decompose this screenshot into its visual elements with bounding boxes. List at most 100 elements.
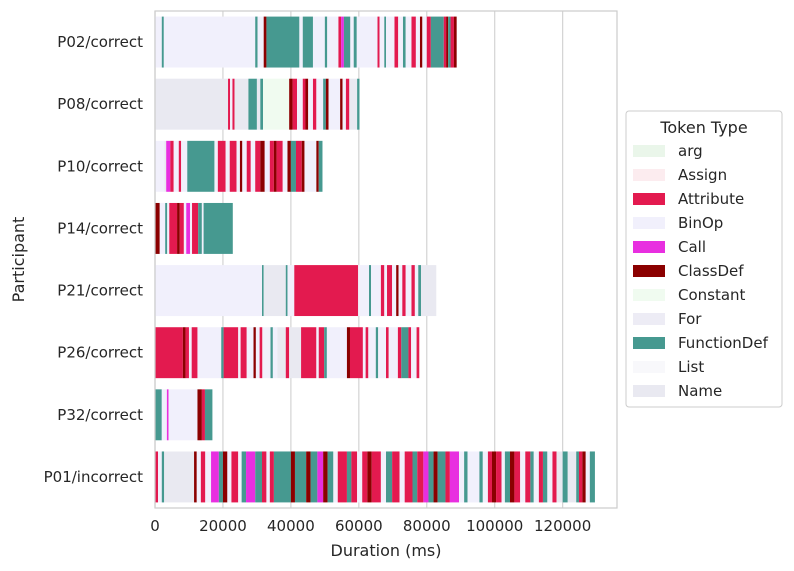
segment-functiondef	[530, 451, 534, 503]
segment-binop	[188, 327, 192, 379]
segment-attribute	[392, 451, 400, 503]
segment-functiondef	[323, 78, 326, 130]
legend-swatch	[633, 385, 665, 397]
segment-binop	[398, 16, 403, 68]
segment-attribute	[337, 451, 347, 503]
segment-functiondef	[402, 16, 406, 68]
segment-call	[423, 451, 429, 503]
segment-binop	[201, 202, 204, 254]
segment-attribute	[232, 78, 235, 130]
bar-row-P32-correct	[155, 389, 213, 441]
legend-item-for: For	[633, 310, 702, 328]
segment-binop	[326, 327, 347, 379]
segment-name	[164, 140, 167, 192]
segment-binop	[316, 78, 324, 130]
legend: Token Type arg Assign Attribute BinOp Call Cl…	[625, 110, 783, 408]
segment-functiondef	[401, 327, 409, 379]
segment-functiondef	[357, 78, 360, 130]
y-tick-label: P32/correct	[57, 406, 143, 424]
segment-classdef	[367, 451, 372, 503]
segment-binop	[155, 16, 162, 68]
y-axis-ticks: P02/correct P08/correct P10/correct P14/cor…	[44, 33, 144, 486]
segment-binop	[547, 451, 553, 503]
segment-functiondef	[241, 451, 247, 503]
segment-binop	[158, 451, 162, 503]
segment-binop	[161, 389, 167, 441]
segment-binop	[388, 327, 398, 379]
y-tick-label: P10/correct	[57, 157, 143, 175]
legend-items: arg Assign Attribute BinOp Call ClassDef Const…	[633, 142, 769, 400]
y-tick-label: P02/correct	[57, 33, 143, 51]
segment-binop	[501, 451, 505, 503]
segment-functiondef	[346, 451, 352, 503]
segment-name	[234, 78, 249, 130]
segment-classdef	[253, 327, 256, 379]
segment-classdef	[509, 451, 515, 503]
segment-binop	[299, 16, 303, 68]
segment-binop	[266, 451, 270, 503]
segment-classdef	[323, 451, 328, 503]
segment-attribute	[200, 451, 206, 503]
segment-attribute	[269, 451, 274, 503]
segment-binop	[173, 140, 179, 192]
segment-attribute	[380, 265, 385, 317]
segment-binop	[272, 327, 278, 379]
segment-binop	[533, 451, 539, 503]
segment-binop	[167, 202, 170, 254]
segment-classdef	[260, 140, 265, 192]
segment-binop	[422, 16, 427, 68]
segment-functiondef	[260, 78, 264, 130]
segment-binop	[287, 265, 295, 317]
segment-functiondef	[327, 451, 334, 503]
segment-classdef	[273, 140, 277, 192]
segment-attribute	[246, 140, 251, 192]
segment-attribute	[538, 451, 543, 503]
segment-functiondef	[161, 16, 164, 68]
segment-binop	[368, 327, 376, 379]
x-tick-label: 60000	[335, 517, 383, 535]
segment-attribute	[255, 140, 261, 192]
segment-call	[166, 389, 169, 441]
legend-swatch	[633, 337, 665, 349]
segment-functiondef	[198, 202, 202, 254]
segment-binop	[225, 140, 230, 192]
segment-attribute	[312, 78, 317, 130]
segment-attribute	[552, 451, 557, 503]
legend-item-call: Call	[633, 238, 706, 256]
segment-attribute	[169, 202, 178, 254]
segment-classdef	[433, 451, 438, 503]
segment-binop	[197, 327, 222, 379]
segment-functiondef	[464, 451, 468, 503]
legend-swatch	[633, 241, 665, 253]
segment-attribute	[371, 451, 381, 503]
segment-name	[349, 78, 358, 130]
segment-call	[211, 451, 219, 503]
segment-binop	[379, 16, 385, 68]
segment-binop	[296, 78, 303, 130]
segment-binop	[405, 16, 412, 68]
segment-functiondef	[248, 78, 257, 130]
segment-functiondef	[562, 451, 568, 503]
legend-label: List	[678, 358, 704, 376]
x-tick-label: 0	[150, 517, 160, 535]
segment-classdef	[263, 16, 267, 68]
legend-item-binop: BinOp	[633, 214, 723, 232]
segment-binop	[415, 16, 420, 68]
segment-binop	[398, 265, 403, 317]
segment-binop	[205, 451, 212, 503]
segment-classdef	[340, 78, 343, 130]
segment-classdef	[177, 202, 180, 254]
segment-attribute	[496, 451, 502, 503]
segment-binop	[316, 327, 319, 379]
segment-call	[166, 140, 171, 192]
segment-classdef	[197, 389, 202, 441]
segment-attribute	[295, 140, 302, 192]
segment-functiondef	[369, 265, 372, 317]
segment-attribute	[417, 451, 424, 503]
bars-layer	[155, 16, 595, 503]
bar-row-P02-correct	[155, 16, 457, 68]
segment-constant	[263, 78, 290, 130]
plot-frame	[154, 10, 618, 509]
segment-binop	[242, 140, 247, 192]
segment-classdef	[290, 451, 295, 503]
